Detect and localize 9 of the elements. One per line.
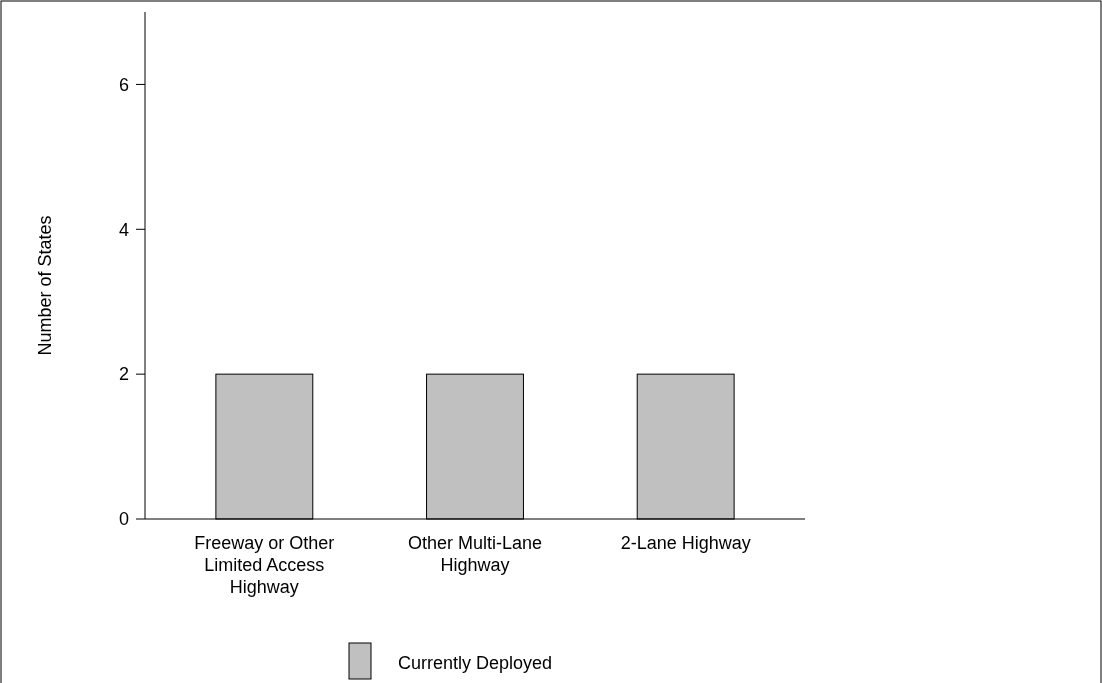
- x-tick-label: 2-Lane Highway: [620, 533, 751, 553]
- y-axis-title: Number of States: [35, 215, 55, 356]
- legend-label: Currently Deployed: [398, 653, 553, 674]
- y-tick-label: 2: [118, 364, 129, 385]
- y-tick-label: 0: [118, 509, 129, 530]
- x-tick-label: Freeway or Other Limited Access Highway: [194, 533, 335, 597]
- y-tick-label: 6: [118, 74, 129, 95]
- x-tick-label: Other Multi-Lane Highway: [407, 533, 543, 575]
- y-tick-label: 4: [118, 219, 129, 240]
